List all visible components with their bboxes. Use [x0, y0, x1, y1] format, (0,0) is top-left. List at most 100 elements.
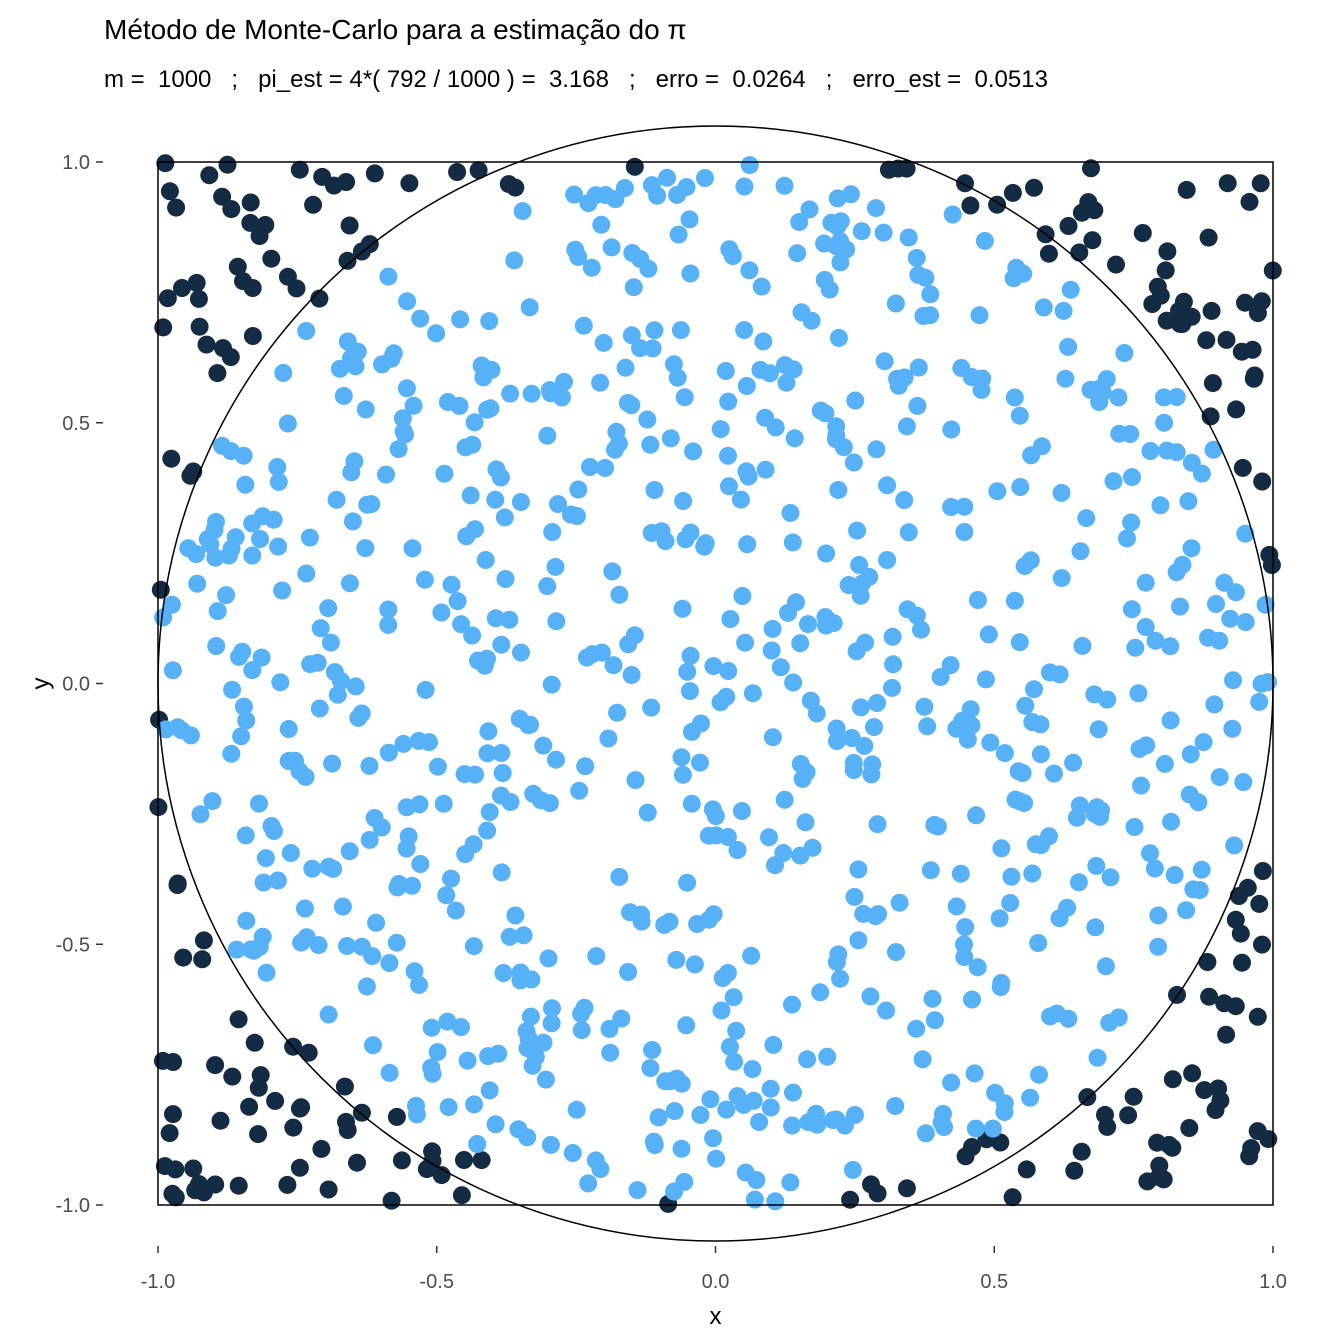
point-outside — [1119, 1106, 1138, 1125]
point-inside — [319, 599, 338, 618]
point-inside — [1236, 613, 1255, 632]
point-inside — [1236, 524, 1255, 543]
point-inside — [727, 1021, 746, 1040]
point-inside — [363, 947, 382, 966]
point-inside — [656, 532, 675, 551]
point-inside — [784, 360, 803, 379]
point-outside — [243, 327, 262, 345]
point-inside — [704, 905, 723, 924]
point-inside — [783, 533, 802, 552]
point-outside — [1253, 472, 1272, 491]
point-inside — [243, 661, 262, 680]
point-inside — [667, 950, 686, 969]
point-inside — [1088, 1048, 1107, 1067]
point-inside — [827, 719, 846, 738]
point-inside — [567, 1100, 586, 1119]
point-inside — [281, 844, 300, 862]
point-inside — [1034, 298, 1053, 317]
point-inside — [492, 744, 511, 762]
point-inside — [1045, 764, 1063, 783]
point-inside — [501, 793, 520, 811]
point-inside — [586, 186, 605, 205]
point-inside — [798, 1050, 817, 1069]
point-inside — [607, 422, 626, 441]
point-inside — [968, 591, 987, 609]
point-outside — [1180, 1119, 1199, 1137]
point-outside — [340, 216, 359, 235]
point-inside — [380, 954, 399, 972]
point-inside — [466, 765, 484, 784]
point-inside — [925, 1011, 944, 1030]
point-inside — [1136, 618, 1155, 636]
point-outside — [1039, 244, 1058, 263]
point-inside — [958, 730, 977, 749]
point-inside — [506, 906, 525, 925]
point-outside — [1248, 1007, 1267, 1026]
point-inside — [811, 983, 830, 1002]
point-inside — [1030, 1065, 1048, 1084]
point-inside — [604, 656, 623, 675]
point-inside — [1204, 440, 1223, 459]
point-inside — [296, 767, 315, 786]
point-inside — [243, 546, 262, 565]
point-inside — [839, 576, 858, 594]
point-inside — [1161, 637, 1180, 656]
point-inside — [628, 1181, 647, 1200]
point-inside — [349, 708, 368, 727]
point-inside — [696, 169, 714, 187]
point-outside — [162, 449, 181, 468]
point-inside — [415, 570, 434, 589]
point-inside — [450, 396, 469, 415]
point-inside — [328, 685, 347, 704]
point-inside — [676, 530, 695, 549]
point-inside — [493, 764, 512, 782]
point-inside — [740, 156, 759, 175]
point-inside — [861, 987, 880, 1006]
point-outside — [299, 1043, 318, 1062]
point-inside — [787, 593, 805, 612]
point-inside — [278, 414, 297, 433]
point-outside — [228, 257, 247, 276]
point-inside — [232, 727, 251, 746]
point-inside — [360, 756, 379, 775]
point-inside — [373, 355, 391, 374]
point-inside — [394, 422, 413, 441]
point-inside — [707, 826, 726, 845]
point-inside — [422, 1018, 441, 1037]
point-inside — [800, 200, 819, 219]
point-inside — [673, 599, 692, 618]
point-outside — [1156, 261, 1175, 280]
point-inside — [750, 1113, 769, 1131]
point-inside — [695, 537, 714, 556]
point-outside — [1168, 985, 1186, 1004]
point-inside — [610, 585, 629, 604]
y-tick-label: 1.0 — [62, 152, 90, 174]
point-outside — [168, 874, 187, 893]
point-inside — [610, 867, 629, 886]
point-outside — [1082, 159, 1100, 178]
point-inside — [546, 557, 565, 576]
point-inside — [1073, 636, 1092, 655]
point-inside — [1162, 812, 1180, 831]
point-inside — [1014, 264, 1033, 283]
point-inside — [163, 661, 182, 680]
point-inside — [521, 1007, 540, 1026]
point-outside — [1198, 953, 1217, 971]
point-inside — [377, 465, 395, 484]
point-inside — [756, 460, 775, 479]
point-inside — [1040, 663, 1059, 682]
point-inside — [827, 426, 846, 445]
point-inside — [863, 755, 882, 774]
y-tick-label: 0.0 — [62, 674, 90, 696]
point-inside — [817, 544, 836, 563]
point-inside — [775, 176, 794, 195]
point-inside — [379, 743, 398, 762]
point-outside — [1238, 878, 1257, 897]
point-inside — [846, 391, 865, 410]
plot-frame — [157, 161, 1274, 1206]
point-inside — [480, 312, 499, 331]
point-inside — [541, 1135, 560, 1154]
point-inside — [869, 905, 888, 924]
point-inside — [966, 1119, 985, 1138]
point-inside — [740, 261, 759, 280]
